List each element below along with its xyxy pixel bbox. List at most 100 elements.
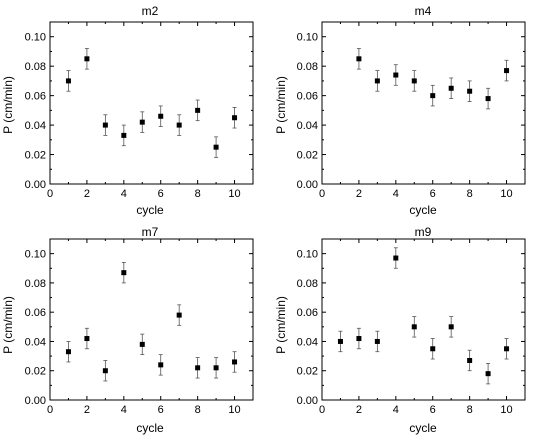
x-tick-label: 6 — [430, 404, 436, 416]
x-tick-label: 8 — [467, 404, 473, 416]
y-tick-label: 0.06 — [25, 91, 46, 103]
data-point — [374, 78, 380, 84]
x-tick-label: 0 — [47, 404, 53, 416]
data-point — [176, 122, 182, 128]
data-point — [213, 365, 219, 371]
data-point — [232, 115, 238, 121]
data-point — [139, 341, 145, 347]
x-tick-label: 4 — [121, 404, 127, 416]
panel-title: m4 — [415, 4, 432, 18]
data-point — [430, 346, 436, 352]
y-tick-label: 0.02 — [297, 150, 318, 162]
x-tick-label: 10 — [500, 188, 512, 200]
x-tick-label: 4 — [121, 188, 127, 200]
data-point — [84, 56, 90, 62]
data-point — [65, 349, 71, 355]
data-point — [356, 56, 362, 62]
y-tick-label: 0.10 — [297, 249, 318, 261]
panel-m7: m7 cycle P (cm/min) 0 2 4 6 8 10 0.00 0.02 0.04 0… — [1, 225, 254, 435]
x-tick-label: 8 — [195, 404, 201, 416]
data-point — [195, 365, 201, 371]
x-tick-label: 6 — [158, 188, 164, 200]
y-tick-label: 0.00 — [297, 395, 318, 407]
data-point — [485, 96, 491, 102]
y-tick-label: 0.10 — [297, 32, 318, 44]
plot-frame — [321, 21, 526, 185]
x-tick-label: 4 — [393, 188, 399, 200]
x-tick-label: 2 — [356, 188, 362, 200]
data-point — [158, 113, 164, 119]
data-point — [356, 336, 362, 342]
data-point — [337, 338, 343, 344]
data-point — [121, 270, 127, 276]
panel-title: m2 — [142, 4, 159, 18]
y-tick-label: 0.08 — [25, 278, 46, 290]
data-point — [393, 255, 399, 261]
x-axis-label: cycle — [409, 421, 437, 435]
data-point — [411, 78, 417, 84]
y-tick-label: 0.04 — [297, 120, 318, 132]
data-point — [213, 144, 219, 150]
x-axis-label: cycle — [136, 421, 164, 435]
panel-title: m9 — [415, 225, 432, 239]
y-tick-label: 0.02 — [25, 150, 46, 162]
data-point — [232, 359, 238, 365]
y-tick-label: 0.00 — [297, 179, 318, 191]
data-point — [448, 85, 454, 91]
x-axis-label: cycle — [136, 203, 164, 217]
y-tick-label: 0.02 — [297, 366, 318, 378]
panel-title: m7 — [142, 225, 159, 239]
data-point — [504, 346, 510, 352]
data-point — [504, 68, 510, 74]
y-axis-label: P (cm/min) — [274, 76, 288, 134]
data-point — [411, 324, 417, 330]
data-point — [158, 362, 164, 368]
y-tick-label: 0.08 — [25, 61, 46, 73]
y-axis-label: P (cm/min) — [274, 296, 288, 354]
y-tick-label: 0.06 — [297, 91, 318, 103]
y-tick-label: 0.08 — [297, 61, 318, 73]
data-point — [467, 357, 473, 363]
data-point — [448, 324, 454, 330]
data-point — [121, 132, 127, 138]
x-tick-label: 8 — [195, 188, 201, 200]
y-tick-label: 0.06 — [297, 307, 318, 319]
y-tick-label: 0.04 — [25, 336, 46, 348]
x-tick-label: 10 — [228, 188, 240, 200]
y-axis-label: P (cm/min) — [1, 296, 15, 354]
data-point — [102, 122, 108, 128]
panel-m2: m2 cycle P (cm/min) 0 2 4 6 8 10 0.00 0.02 0.04 0… — [1, 4, 254, 217]
x-tick-label: 6 — [430, 188, 436, 200]
y-tick-label: 0.02 — [25, 366, 46, 378]
data-point — [84, 336, 90, 342]
y-tick-label: 0.08 — [297, 278, 318, 290]
data-point — [139, 119, 145, 125]
x-tick-label: 2 — [84, 404, 90, 416]
plot-frame — [49, 21, 254, 185]
data-point — [176, 312, 182, 318]
data-point — [195, 107, 201, 113]
y-tick-label: 0.10 — [25, 249, 46, 261]
x-tick-label: 0 — [319, 188, 325, 200]
x-tick-label: 6 — [158, 404, 164, 416]
panel-m9: m9 cycle P (cm/min) 0 2 4 6 8 10 0.00 0.02 0.04 0… — [274, 225, 526, 435]
y-tick-label: 0.00 — [25, 395, 46, 407]
data-point — [374, 338, 380, 344]
x-tick-label: 2 — [84, 188, 90, 200]
x-tick-label: 10 — [228, 404, 240, 416]
x-tick-label: 0 — [47, 188, 53, 200]
y-tick-label: 0.04 — [25, 120, 46, 132]
data-point — [467, 88, 473, 94]
plot-frame — [321, 238, 526, 401]
plot-frame — [49, 238, 254, 401]
y-axis-label: P (cm/min) — [1, 76, 15, 134]
x-tick-label: 8 — [467, 188, 473, 200]
data-point — [485, 371, 491, 377]
x-axis-label: cycle — [409, 203, 437, 217]
data-point — [430, 93, 436, 99]
panel-m4: m4 cycle P (cm/min) 0 2 4 6 8 10 0.00 0.02 0.04 0… — [274, 4, 526, 217]
x-tick-label: 4 — [393, 404, 399, 416]
data-point — [393, 72, 399, 78]
data-point — [102, 368, 108, 374]
